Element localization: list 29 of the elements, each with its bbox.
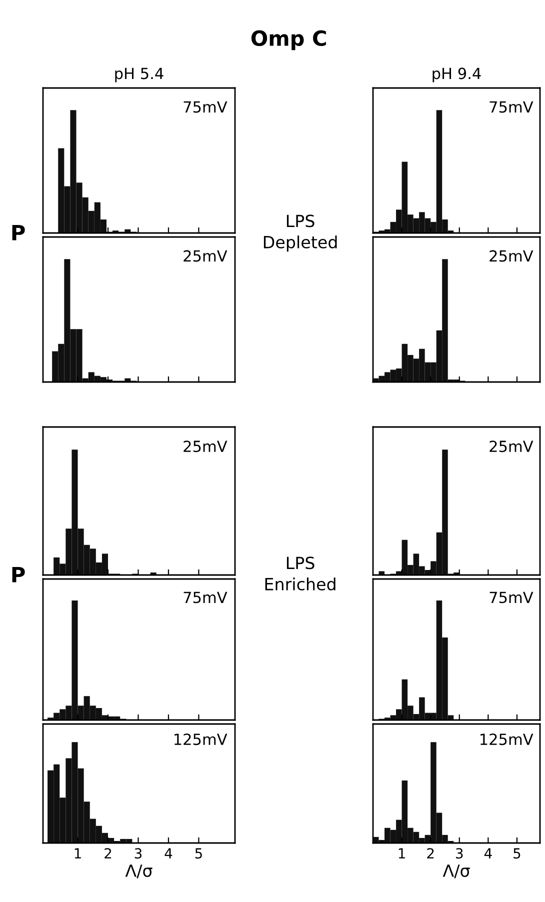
annotation: 75mV — [184, 592, 228, 604]
x-tick-label: 1 — [74, 848, 81, 858]
annotation: 25mV — [184, 250, 228, 262]
annotation: 75mV — [490, 592, 534, 604]
x-tick-label: 5 — [514, 848, 520, 859]
y-axis-title: P — [12, 225, 25, 240]
x-axis-title: Λ/σ — [125, 864, 152, 878]
annotation: 25mV — [184, 440, 228, 452]
chart-subtitle: pH 9.4 — [432, 68, 481, 82]
annotation: 75mV — [184, 101, 228, 113]
x-tick-label: 1 — [398, 848, 405, 858]
x-tick-label: 2 — [104, 848, 112, 858]
annotation: 75mV — [490, 101, 534, 113]
x-tick-label: 3 — [456, 848, 463, 859]
x-axis-title: Λ/σ — [442, 864, 470, 878]
x-tick-label: 3 — [134, 848, 142, 859]
annotation: 25mV — [490, 440, 534, 452]
text: Omp C — [251, 30, 326, 50]
annotation: 25mV — [490, 250, 534, 262]
x-tick-label: 2 — [427, 848, 434, 858]
x-tick-label: 4 — [484, 848, 492, 858]
annotation: 125mV — [480, 734, 534, 746]
x-tick-label: 5 — [195, 848, 202, 859]
chart-subtitle: pH 5.4 — [115, 68, 164, 82]
annotation: 125mV — [174, 734, 228, 746]
x-tick-label: 4 — [164, 848, 172, 858]
text: LPS Enriched — [265, 556, 336, 590]
text: LPS Depleted — [264, 214, 337, 252]
y-axis-title: P — [12, 567, 25, 582]
